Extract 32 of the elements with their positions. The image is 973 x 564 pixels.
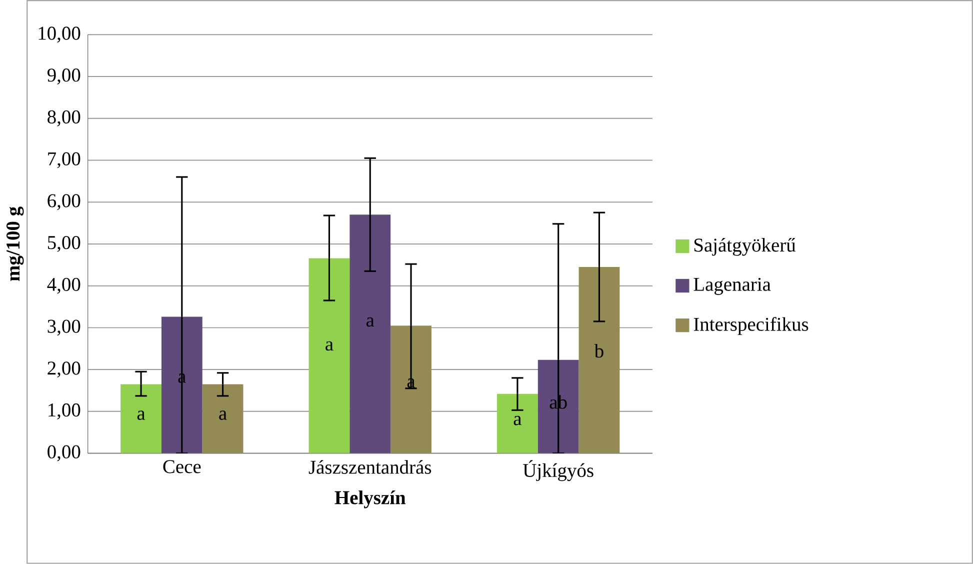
data-label: a <box>366 317 374 327</box>
data-label: b <box>594 344 604 358</box>
bar <box>120 384 162 454</box>
y-tick-label: 8,00 <box>48 110 80 126</box>
bar <box>578 267 620 454</box>
data-label: a <box>219 410 227 420</box>
bar <box>308 258 350 454</box>
legend-label: Interspecifikus <box>694 317 808 335</box>
y-tick-label: 4,00 <box>47 278 80 294</box>
y-tick-label: 0,00 <box>48 445 80 462</box>
bar <box>350 214 391 454</box>
y-tick-label: 6,00 <box>48 194 80 210</box>
bar <box>390 326 432 454</box>
x-axis-title: Helyszín <box>334 490 406 508</box>
bar <box>497 394 538 454</box>
legend-label: Sajátgyökerű <box>694 238 796 256</box>
y-tick-label: 10,00 <box>38 26 80 43</box>
x-tick-label: Jászszentandrás <box>308 460 432 474</box>
legend-label: Lagenaria <box>694 278 771 296</box>
x-tick-label: Cece <box>163 460 201 474</box>
y-tick-label: 7,00 <box>48 152 80 168</box>
bar <box>202 384 244 454</box>
y-tick-label: 1,00 <box>48 404 80 420</box>
data-label: a <box>514 416 522 426</box>
y-tick-label: 2,00 <box>48 362 80 378</box>
y-tick-label: 9,00 <box>47 68 80 85</box>
y-tick-label: 5,00 <box>48 236 80 252</box>
data-label: a <box>137 410 146 420</box>
data-label: a <box>326 341 334 351</box>
y-axis-title: mg/100 g <box>6 206 24 282</box>
y-tick-label: 3,00 <box>48 320 80 336</box>
x-tick-label: Újkígyós <box>523 460 594 482</box>
